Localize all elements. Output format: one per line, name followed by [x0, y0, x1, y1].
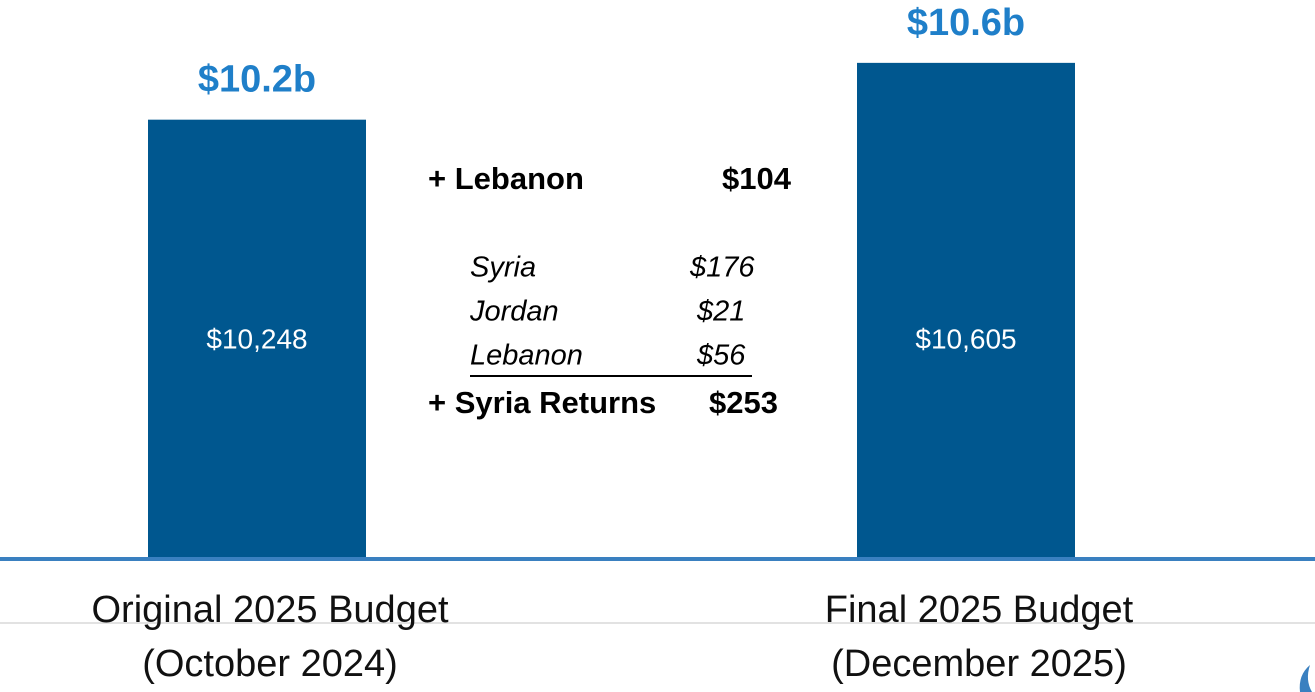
value-label: $10,605 [915, 323, 1016, 354]
category-label: Final 2025 Budget [825, 589, 1134, 631]
addition-amount: $104 [722, 161, 792, 196]
category-label: Original 2025 Budget [91, 589, 448, 631]
breakdown-label: Syria [470, 252, 536, 284]
category-label: (October 2024) [142, 643, 398, 685]
bar [857, 62, 1075, 558]
total-label: $10.6b [907, 2, 1025, 44]
category-label: (December 2025) [831, 643, 1127, 685]
breakdown-label: Lebanon [470, 340, 583, 372]
breakdown-label: Jordan [469, 296, 559, 328]
addition-label: + Lebanon [428, 161, 584, 196]
total-label: $10.2b [198, 59, 316, 101]
subtotal-amount: $253 [709, 385, 778, 420]
value-label: $10,248 [206, 323, 307, 354]
subtotal-label: + Syria Returns [428, 385, 656, 420]
logo [1299, 665, 1312, 692]
breakdown-amount: $176 [689, 252, 755, 284]
bar [148, 119, 366, 558]
breakdown-amount: $56 [696, 340, 746, 372]
breakdown-amount: $21 [696, 296, 745, 328]
